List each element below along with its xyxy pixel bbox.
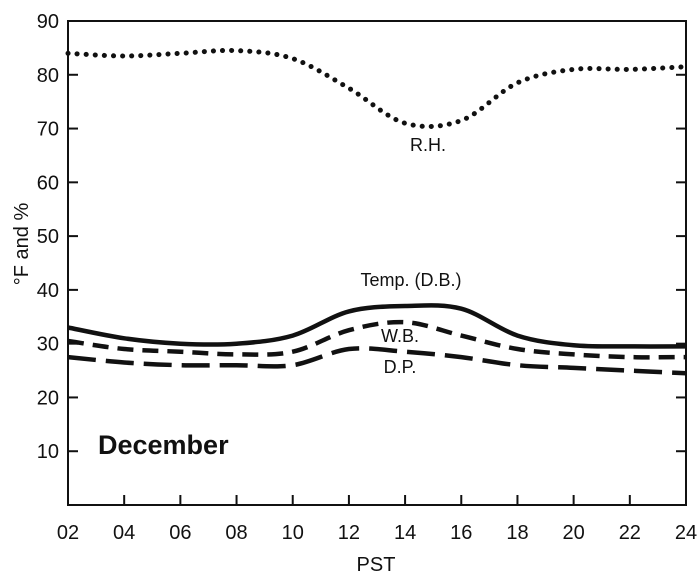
y-axis-title: °F and % (11, 203, 33, 286)
x-tick-label: 04 (113, 522, 135, 544)
x-tick-label: 12 (338, 522, 360, 544)
series-line-rh (65, 47, 689, 129)
plot-frame (67, 20, 687, 506)
y-tick-label: 10 (37, 441, 59, 463)
series-label-dp: D.P. (384, 357, 417, 377)
x-tick-label: 06 (169, 522, 191, 544)
y-tick-label: 90 (37, 11, 59, 33)
x-tick-label: 10 (282, 522, 304, 544)
x-tick-label: 18 (506, 522, 528, 544)
series-label-wb: W.B. (381, 326, 419, 346)
y-tick-label: 40 (37, 280, 59, 302)
x-tick-label: 24 (675, 522, 697, 544)
x-tick-label: 14 (394, 522, 416, 544)
series-line-wb (67, 319, 687, 360)
y-tick-label: 20 (37, 387, 59, 409)
x-tick-label: 22 (619, 522, 641, 544)
x-tick-label: 02 (57, 522, 79, 544)
series-label-temp-db: Temp. (D.B.) (360, 270, 461, 290)
y-tick-label: 50 (37, 226, 59, 248)
y-tick-label: 80 (37, 65, 59, 87)
x-axis-title: PST (357, 554, 396, 576)
x-tick-label: 08 (225, 522, 247, 544)
y-tick-label: 30 (37, 334, 59, 356)
series-line-dp (67, 346, 687, 376)
x-tick-label: 20 (563, 522, 585, 544)
series-line-temp-db (67, 303, 687, 349)
chart-title: December (98, 430, 229, 460)
y-tick-label: 70 (37, 119, 59, 141)
y-tick-label: 60 (37, 172, 59, 194)
series-label-rh: R.H. (410, 135, 446, 155)
x-tick-label: 16 (450, 522, 472, 544)
